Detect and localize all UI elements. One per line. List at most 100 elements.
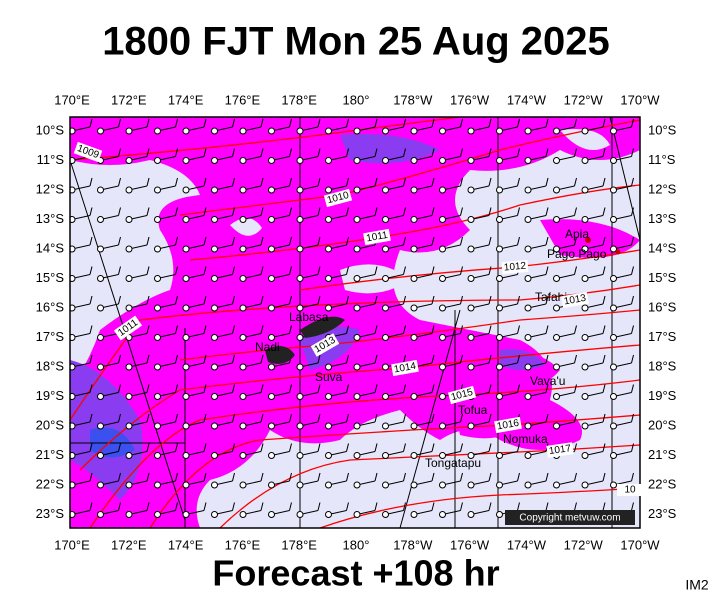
- barb-station: [70, 481, 76, 489]
- barb-flag: [346, 177, 349, 187]
- barb-station: [154, 511, 161, 518]
- barb-flag: [545, 207, 549, 216]
- barb-flag: [346, 443, 349, 452]
- barb-flag: [203, 266, 207, 275]
- barb-flag: [517, 472, 520, 482]
- barb-station: [182, 127, 190, 135]
- barb-station: [581, 452, 589, 459]
- place-name: Pago Pago: [547, 247, 607, 261]
- barb-flag: [175, 502, 178, 511]
- barb-flag: [118, 472, 121, 482]
- barb-flag: [260, 384, 264, 393]
- barb-station: [325, 216, 332, 223]
- barb-flag: [289, 295, 292, 305]
- barb-station: [467, 127, 475, 135]
- barb-station: [70, 157, 76, 164]
- isobar-label-box: [546, 442, 574, 458]
- barb-station: [382, 481, 389, 489]
- place-name: Labasa: [289, 310, 329, 324]
- barb-station: [410, 393, 418, 400]
- barb-flag: [346, 148, 349, 157]
- barb-flag: [232, 177, 235, 187]
- barb-flag: [602, 118, 606, 128]
- barb-station: [154, 334, 161, 341]
- barb-flag: [431, 502, 435, 511]
- barb-station: [211, 481, 218, 489]
- lon-label: 172°E: [111, 537, 147, 552]
- barb-flag: [460, 266, 463, 275]
- barb-station: [239, 481, 247, 489]
- barb-flag: [431, 148, 435, 157]
- lat-label: 12°S: [36, 181, 65, 196]
- barb-station: [268, 334, 275, 341]
- barb-station: [296, 245, 304, 253]
- isobar-label-box: [501, 259, 529, 275]
- barb-flag: [289, 118, 292, 128]
- barb-station: [353, 127, 361, 135]
- barb-station: [325, 481, 332, 489]
- barb-flag: [602, 384, 606, 393]
- barb-flag: [574, 177, 577, 187]
- barb-station: [524, 216, 532, 223]
- labels: 170°E 170°E 172°E 172°E 174°E 174°E 176°E 176°E…: [36, 92, 677, 552]
- barb-station: [239, 127, 247, 135]
- barb-station: [382, 216, 389, 223]
- barb-flag: [118, 148, 121, 157]
- barb-station: [610, 216, 617, 223]
- barb-flag: [232, 118, 235, 128]
- barb-station: [325, 363, 332, 371]
- barb-station: [211, 511, 218, 518]
- barb-station: [70, 216, 76, 223]
- barb-flag: [488, 266, 492, 275]
- barb-flag: [488, 502, 492, 511]
- barb-flag: [403, 354, 406, 364]
- title: 1800 FJT Mon 25 Aug 2025: [102, 20, 610, 64]
- barb-station: [154, 186, 161, 194]
- barb-flag: [574, 443, 577, 452]
- barb-station: [211, 363, 218, 371]
- isobar-label: 1015: [447, 385, 477, 405]
- isobar-label-box: [323, 188, 353, 208]
- barb-flag: [545, 295, 549, 305]
- barb-station: [439, 245, 446, 253]
- lat-label: 10°S: [648, 122, 677, 137]
- barb-flag: [374, 384, 378, 393]
- barb-station: [581, 216, 589, 223]
- barb-flag: [260, 472, 264, 482]
- barb-flag: [374, 472, 378, 482]
- barb-flag: [232, 502, 235, 511]
- barb-station: [182, 186, 190, 194]
- lat-label: 16°S: [36, 299, 65, 314]
- lat-label: 11°S: [37, 152, 65, 167]
- barb-flag: [631, 266, 634, 275]
- barb-flag: [517, 148, 520, 157]
- map-frame: [69, 116, 641, 529]
- forecast-label: Forecast +108 hr: [212, 553, 499, 594]
- barb-station: [581, 245, 589, 253]
- barb-flag: [545, 384, 549, 393]
- barb-station: [154, 452, 161, 459]
- lon-label: 176°E: [225, 537, 261, 552]
- barb-station: [97, 393, 104, 400]
- barb-station: [610, 245, 617, 253]
- barb-flag: [545, 266, 549, 275]
- barb-station: [553, 157, 560, 164]
- barb-station: [553, 275, 560, 282]
- barb-flag: [146, 502, 150, 511]
- barb-flag: [374, 148, 378, 157]
- barb-station: [581, 481, 589, 489]
- barb-station: [467, 334, 475, 341]
- barb-flag: [346, 472, 349, 482]
- barb-station: [439, 393, 446, 400]
- barb-station: [382, 127, 389, 135]
- barb-station: [467, 452, 475, 459]
- barb-flag: [602, 354, 606, 364]
- barb-flag: [118, 384, 121, 393]
- barb-station: [553, 393, 560, 400]
- isobar-label: 1013: [561, 291, 589, 309]
- lon-label: 170°E: [54, 537, 90, 552]
- barb-flag: [232, 148, 235, 157]
- barb-flag: [317, 502, 321, 511]
- barb-station: [154, 304, 161, 312]
